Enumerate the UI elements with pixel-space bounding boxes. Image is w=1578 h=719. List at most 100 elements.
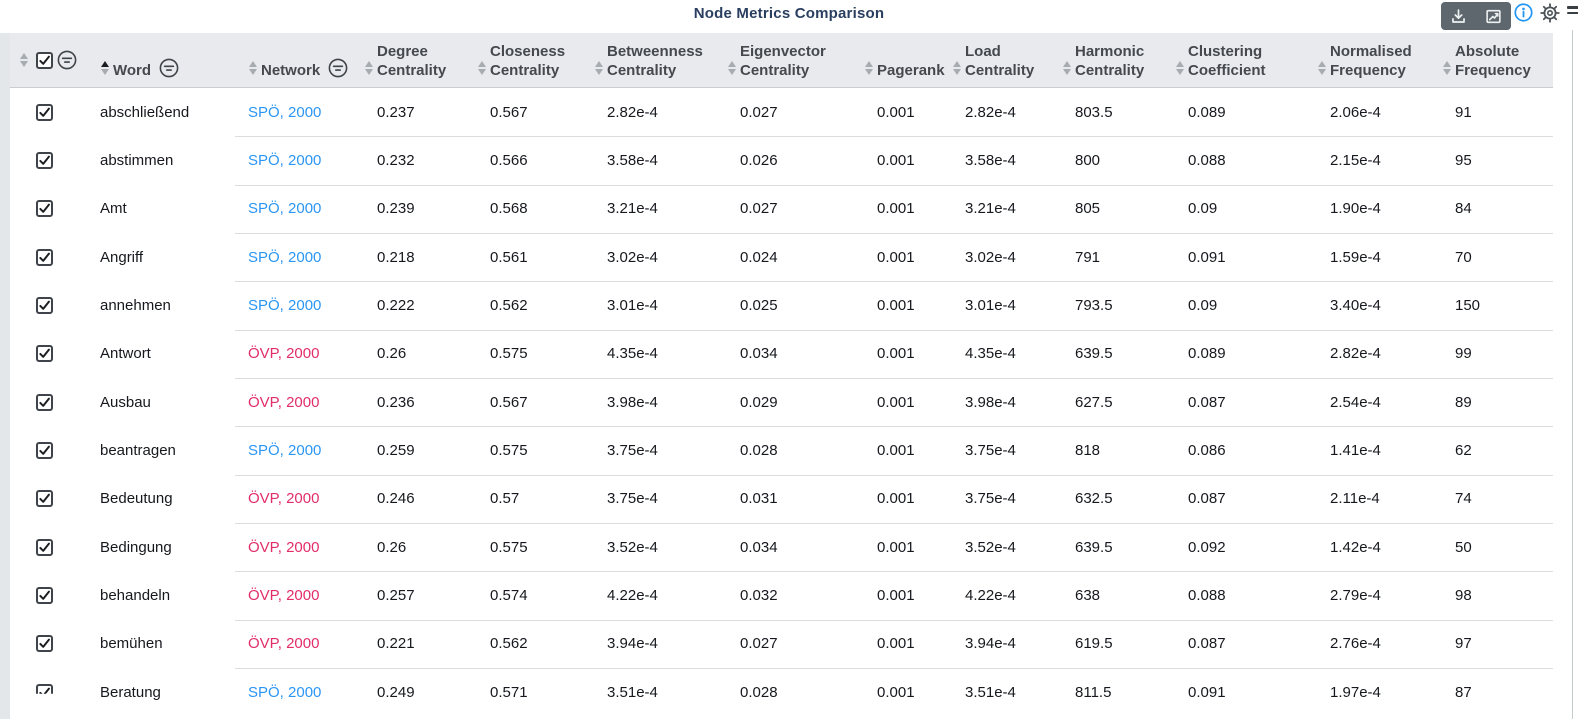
row-checkbox[interactable] [36,151,53,169]
cell-select[interactable] [10,136,88,184]
sort-arrows-icon[interactable] [365,61,373,75]
network-value: SPÖ, 2000 [248,683,322,701]
cell-select[interactable] [10,523,88,571]
column-header-normalised[interactable]: Normalised Frequency [1305,33,1430,87]
checkmark-icon [39,55,50,65]
cell-value: 0.001 [877,393,915,411]
cell-value: 0.001 [877,586,915,604]
cell-harmonic: 639.5 [1050,523,1163,571]
select-all-checkbox[interactable] [36,51,53,69]
sort-arrows-icon[interactable] [20,53,28,67]
column-header-betweenness[interactable]: Betweenness Centrality [582,33,715,87]
sort-arrows-icon[interactable] [865,61,873,75]
download-button[interactable] [1441,2,1476,30]
sort-arrows-icon[interactable] [953,61,961,75]
filter-icon[interactable] [327,57,349,79]
row-checkbox[interactable] [36,393,53,411]
trend-chart-button[interactable] [1476,2,1511,30]
filter-icon[interactable] [56,49,78,71]
sort-arrows-icon[interactable] [728,61,736,75]
cell-value: 0.259 [377,441,415,459]
column-header-select[interactable] [10,33,88,87]
checkmark-icon [39,638,50,649]
checkmark-icon [39,493,50,504]
cell-value: 0.575 [490,441,528,459]
settings-button[interactable] [1538,1,1562,28]
row-checkbox[interactable] [36,683,53,694]
cell-value: 0.57 [490,490,520,508]
column-header-absolute[interactable]: Absolute Frequency [1430,33,1553,87]
cell-select[interactable] [10,426,88,474]
cell-degree: 0.257 [352,571,465,619]
sort-arrows-icon[interactable] [595,61,603,75]
info-icon [1514,3,1533,22]
column-header-network[interactable]: Network [236,33,352,87]
hamburger-icon[interactable] [1567,6,1578,20]
column-header-degree[interactable]: Degree Centrality [352,33,465,87]
cell-select[interactable] [10,620,88,668]
cell-select[interactable] [10,88,88,136]
sort-arrows-icon[interactable] [1063,61,1071,75]
cell-normalised: 2.15e-4 [1305,136,1430,184]
cell-eigenvector: 0.034 [715,330,852,378]
sort-arrows-icon[interactable] [478,61,486,75]
cell-clustering: 0.091 [1163,668,1305,716]
sort-arrows-icon[interactable] [1176,61,1184,75]
cell-select[interactable] [10,233,88,281]
cell-value: 0.568 [490,200,528,218]
cell-closeness: 0.574 [465,571,582,619]
checkmark-icon [39,155,50,165]
sort-arrows-icon[interactable] [1443,61,1451,75]
column-header-eigenvector[interactable]: Eigenvector Centrality [715,33,852,87]
row-checkbox[interactable] [36,345,53,363]
cell-select[interactable] [10,185,88,233]
cell-degree: 0.26 [352,330,465,378]
cell-value: 791 [1075,248,1101,266]
network-value: ÖVP, 2000 [248,345,320,363]
row-checkbox[interactable] [36,441,53,459]
cell-load: 3.75e-4 [940,426,1050,474]
sort-arrows-icon[interactable] [1318,61,1326,75]
row-checkbox[interactable] [36,538,53,556]
row-checkbox[interactable] [36,490,53,508]
row-checkbox[interactable] [36,103,53,121]
cell-closeness: 0.575 [465,330,582,378]
cell-select[interactable] [10,281,88,329]
cell-value: 0.574 [490,586,528,604]
cell-degree: 0.246 [352,475,465,523]
sort-arrows-icon[interactable] [249,61,257,75]
cell-select[interactable] [10,571,88,619]
info-button[interactable] [1513,2,1534,26]
column-header-clustering[interactable]: Clustering Coefficient [1163,33,1305,87]
cell-select[interactable] [10,378,88,426]
cell-select[interactable] [10,475,88,523]
cell-select[interactable] [10,668,88,716]
table-header-row: Word Network Degree Centrality Closeness … [10,33,1553,88]
column-header-word[interactable]: Word [88,33,236,87]
cell-value: 89 [1455,393,1472,411]
column-label: Load Centrality [965,43,1035,79]
cell-value: 619.5 [1075,635,1113,653]
column-header-closeness[interactable]: Closeness Centrality [465,33,582,87]
network-value: ÖVP, 2000 [248,538,320,556]
cell-select[interactable] [10,330,88,378]
cell-value: 0.027 [740,103,778,121]
row-checkbox[interactable] [36,248,53,266]
row-checkbox[interactable] [36,296,53,314]
scrollbar-track[interactable] [1572,30,1573,719]
column-header-harmonic[interactable]: Harmonic Centrality [1050,33,1163,87]
cell-betweenness: 3.52e-4 [582,523,715,571]
cell-value: 3.51e-4 [965,683,1016,701]
cell-value: 0.032 [740,586,778,604]
filter-icon[interactable] [158,57,180,79]
cell-network: SPÖ, 2000 [236,281,352,329]
column-header-pagerank[interactable]: Pagerank [852,33,945,87]
row-checkbox[interactable] [36,200,53,218]
cell-value: 0.088 [1188,151,1226,169]
row-checkbox[interactable] [36,586,53,604]
sort-arrows-icon[interactable] [101,61,109,75]
row-checkbox[interactable] [36,635,53,653]
cell-pagerank: 0.001 [852,475,940,523]
column-header-load[interactable]: Load Centrality [940,33,1050,87]
